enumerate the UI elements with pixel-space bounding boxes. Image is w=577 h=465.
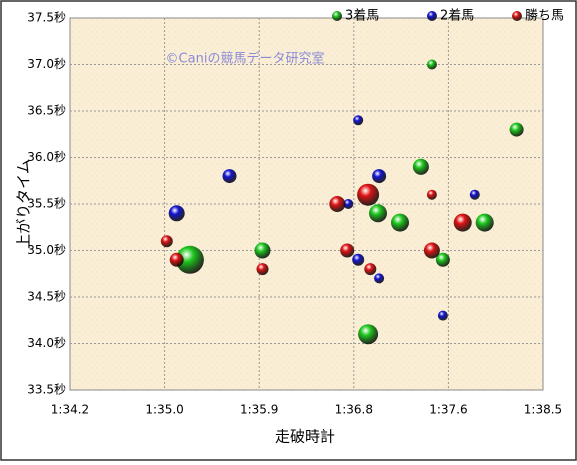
bubble: [329, 196, 346, 212]
bubble: [343, 199, 354, 209]
legend-marker: [512, 11, 522, 21]
bubble: [340, 243, 355, 258]
bubble: [475, 213, 494, 232]
bubble: [391, 213, 409, 232]
y-tick-label: 37.5秒: [27, 11, 66, 25]
x-tick-label: 1:34.2: [51, 403, 89, 417]
bubble: [412, 158, 429, 175]
bubble: [426, 59, 437, 70]
x-tick-label: 1:37.6: [429, 403, 467, 417]
y-tick-label: 36.0秒: [27, 150, 66, 164]
bubble: [222, 169, 237, 184]
legend-label: 勝ち馬: [525, 9, 564, 24]
y-tick-label: 33.5秒: [27, 383, 66, 397]
bubble: [254, 242, 271, 259]
bubble: [353, 115, 364, 126]
x-tick-label: 1:36.8: [335, 403, 373, 417]
watermark: ©Caniの競馬データ研究室: [166, 51, 325, 67]
legend-label: 2着馬: [440, 8, 474, 24]
x-tick-label: 1:38.5: [524, 403, 562, 417]
bubble: [175, 245, 204, 274]
bubble: [374, 273, 385, 284]
y-tick-label: 36.5秒: [27, 104, 66, 118]
bubble: [357, 183, 380, 206]
bubble: [435, 252, 450, 267]
bubble: [469, 189, 480, 200]
legend-marker: [427, 11, 437, 21]
bubble: [358, 324, 379, 345]
x-tick-label: 1:35.0: [145, 403, 183, 417]
y-tick-label: 37.0秒: [27, 57, 66, 71]
x-axis-label: 走破時計: [275, 428, 335, 446]
bubble: [169, 252, 184, 267]
bubble: [364, 263, 377, 276]
bubble: [437, 310, 448, 321]
legend-label: 3着馬: [345, 8, 379, 24]
bubble: [509, 122, 524, 137]
bubble: [372, 169, 387, 184]
bubble: [369, 204, 387, 223]
legend-marker: [332, 11, 342, 21]
bubble: [352, 253, 365, 266]
y-tick-label: 34.5秒: [27, 290, 66, 304]
y-tick-label: 34.0秒: [27, 336, 66, 350]
y-tick-label: 35.5秒: [27, 197, 66, 211]
y-tick-label: 35.0秒: [27, 243, 66, 257]
y-axis-label: 上がりタイム: [15, 159, 33, 249]
bubble: [423, 242, 440, 259]
bubble: [256, 263, 269, 276]
bubble: [426, 189, 437, 200]
bubble: [168, 205, 185, 222]
bubble: [453, 213, 472, 232]
bubble: [160, 235, 173, 248]
x-tick-label: 1:35.9: [240, 403, 278, 417]
